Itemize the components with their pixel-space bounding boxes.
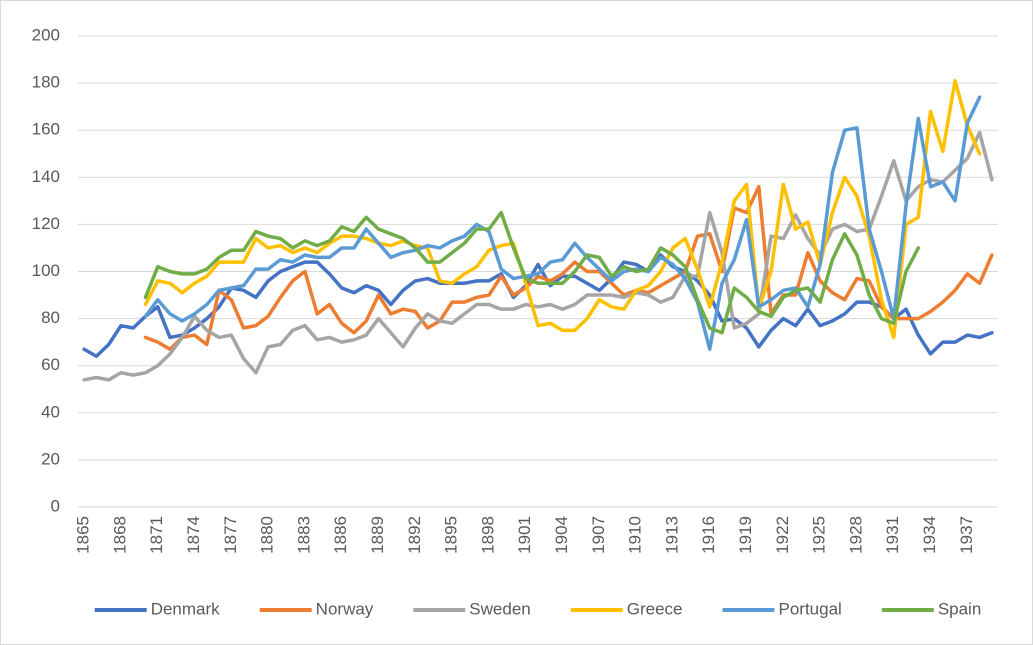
x-tick-label: 1934 [920,516,939,554]
y-tick-label: 40 [41,402,60,421]
x-tick-label: 1889 [368,516,387,554]
x-tick-label: 1883 [294,516,313,554]
series-line [143,95,982,351]
series-line [82,130,994,382]
x-tick-label: 1919 [736,516,755,554]
x-tick-label: 1880 [258,516,277,554]
legend-label: Norway [316,599,374,618]
x-tick-label: 1925 [810,516,829,554]
x-tick-label: 1904 [552,516,571,554]
y-tick-label: 160 [32,120,60,139]
x-tick-label: 1865 [74,516,93,554]
x-tick-label: 1931 [883,516,902,554]
y-tick-label: 20 [41,449,60,468]
x-tick-label: 1901 [515,516,534,554]
x-tick-label: 1913 [662,516,681,554]
legend-label: Greece [627,599,683,618]
series-line [143,79,982,340]
x-tick-label: 1871 [147,516,166,554]
x-tick-label: 1910 [626,516,645,554]
x-tick-label: 1898 [478,516,497,554]
y-tick-label: 180 [32,73,60,92]
x-tick-label: 1874 [184,516,203,554]
y-tick-label: 60 [41,355,60,374]
x-tick-label: 1895 [442,516,461,554]
y-tick-label: 200 [32,25,60,44]
x-tick-label: 1892 [405,516,424,554]
x-tick-label: 1886 [331,516,350,554]
x-tick-label: 1922 [773,516,792,554]
y-tick-label: 140 [32,167,60,186]
x-tick-label: 1907 [589,516,608,554]
legend-label: Spain [938,599,981,618]
series-line [143,210,921,335]
x-tick-label: 1877 [221,516,240,554]
y-tick-label: 100 [32,261,60,280]
y-tick-label: 120 [32,214,60,233]
series-line [143,184,994,351]
legend-label: Sweden [469,599,530,618]
legend-label: Portugal [778,599,841,618]
y-tick-label: 80 [41,308,60,327]
x-tick-label: 1937 [957,516,976,554]
x-tick-label: 1916 [699,516,718,554]
x-tick-label: 1868 [110,516,129,554]
x-tick-label: 1928 [846,516,865,554]
y-tick-label: 0 [51,496,60,515]
legend-label: Denmark [151,599,220,618]
